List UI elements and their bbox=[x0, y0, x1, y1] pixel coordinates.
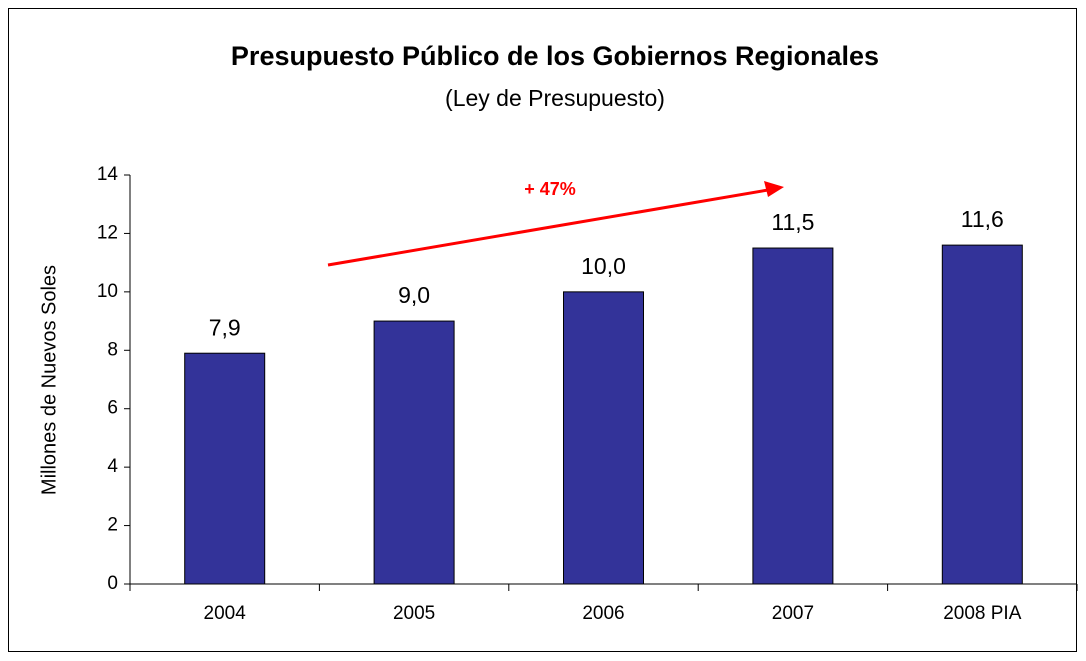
y-tick-label: 2 bbox=[107, 515, 118, 536]
bar bbox=[373, 320, 455, 585]
x-tick-label: 2006 bbox=[582, 603, 624, 624]
y-tick-label: 4 bbox=[107, 456, 118, 477]
y-tick-label: 14 bbox=[97, 164, 119, 185]
y-tick-label: 6 bbox=[107, 398, 118, 419]
x-tick-label: 2007 bbox=[772, 603, 814, 624]
y-tick-label: 12 bbox=[97, 222, 118, 243]
chart-title: Presupuesto Público de los Gobiernos Reg… bbox=[231, 41, 879, 71]
x-tick-label: 2004 bbox=[204, 603, 247, 624]
annotation: + 47% bbox=[524, 179, 576, 199]
trend-arrow bbox=[327, 188, 769, 267]
bar bbox=[184, 352, 266, 585]
bar bbox=[752, 247, 834, 585]
trend-arrow-head bbox=[764, 181, 784, 197]
bar bbox=[941, 244, 1023, 585]
value-label: 10,0 bbox=[581, 253, 626, 279]
chart-subtitle: (Ley de Presupuesto) bbox=[445, 85, 665, 111]
bar bbox=[563, 291, 644, 585]
y-tick-label: 10 bbox=[97, 281, 118, 302]
y-axis-label: Millones de Nuevos Soles bbox=[38, 265, 60, 495]
y-tick-label: 0 bbox=[107, 573, 118, 594]
value-label: 7,9 bbox=[209, 314, 241, 340]
value-label: 11,6 bbox=[961, 206, 1004, 232]
value-label: 11,5 bbox=[771, 209, 814, 235]
x-tick-label: 2008 PIA bbox=[943, 603, 1021, 624]
x-tick-label: 2005 bbox=[393, 603, 435, 624]
value-label: 9,0 bbox=[398, 282, 430, 308]
y-tick-label: 8 bbox=[107, 339, 118, 360]
